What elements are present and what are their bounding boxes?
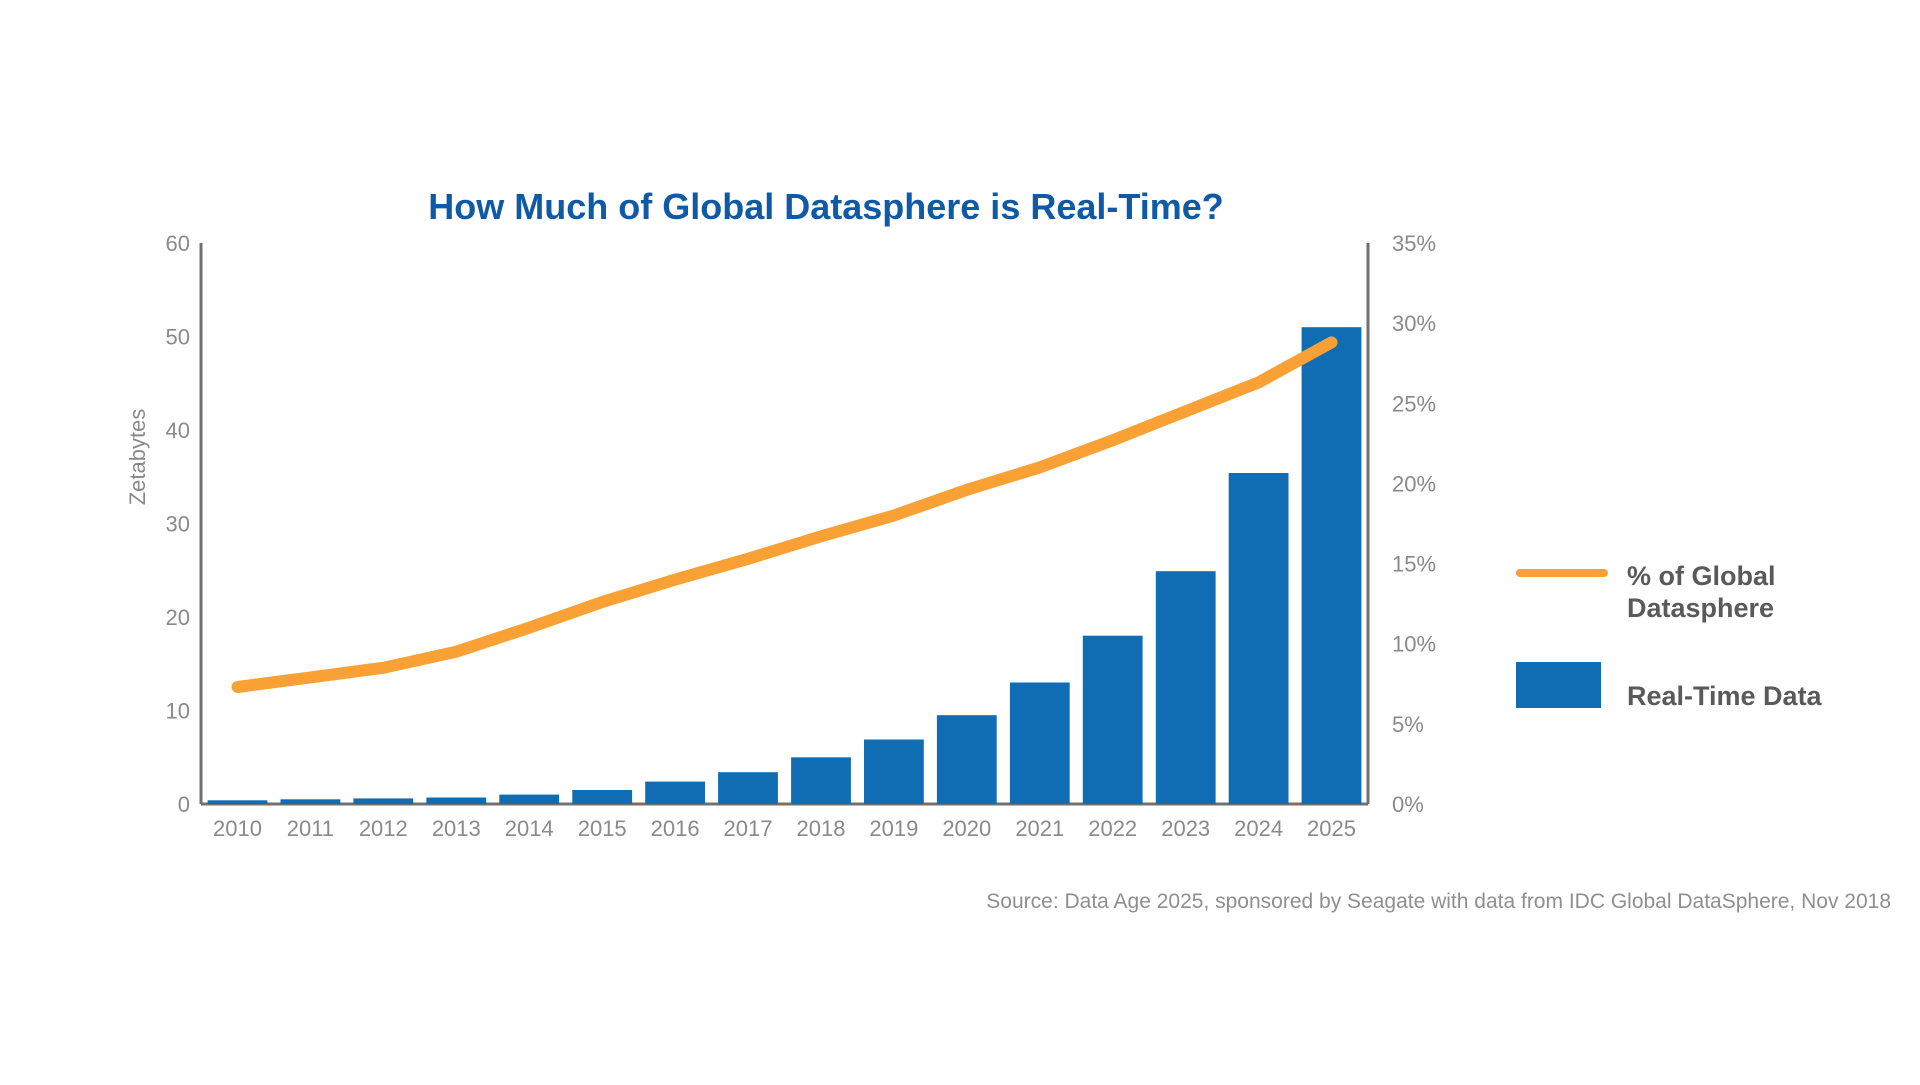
line-point-2019 bbox=[893, 515, 895, 516]
line-point-2010 bbox=[237, 686, 238, 688]
line-point-2022 bbox=[1112, 439, 1114, 441]
x-tick-label-2025: 2025 bbox=[1307, 816, 1356, 841]
y-tick-label-right: 20% bbox=[1392, 471, 1436, 496]
bar-2011 bbox=[280, 799, 341, 804]
line-point-2016 bbox=[674, 579, 676, 581]
bar-2016 bbox=[645, 781, 705, 804]
x-tick-label-2017: 2017 bbox=[724, 816, 773, 841]
x-tick-label-2010: 2010 bbox=[213, 816, 262, 841]
bar-2025 bbox=[1301, 327, 1362, 804]
chart-title: How Much of Global Datasphere is Real-Ti… bbox=[428, 186, 1223, 227]
line-point-2021 bbox=[1039, 466, 1041, 468]
x-tick-label-2014: 2014 bbox=[505, 816, 554, 841]
x-tick-label-2013: 2013 bbox=[432, 816, 481, 841]
x-tick-label-2024: 2024 bbox=[1234, 816, 1283, 841]
line-group bbox=[231, 336, 1338, 693]
x-tick-label-2015: 2015 bbox=[578, 816, 627, 841]
x-tick-label-2018: 2018 bbox=[797, 816, 846, 841]
legend-label-percent: % of Global bbox=[1627, 561, 1776, 591]
y-tick-label-right: 10% bbox=[1392, 632, 1436, 657]
y-tick-label-left: 0 bbox=[178, 792, 190, 817]
x-tick-label-2020: 2020 bbox=[942, 816, 991, 841]
y-tick-label-left: 50 bbox=[166, 325, 190, 350]
y-tick-label-left: 30 bbox=[166, 512, 190, 537]
line-point-2023 bbox=[1185, 410, 1187, 412]
line-point-2017 bbox=[747, 558, 749, 560]
line-point-2014 bbox=[528, 627, 530, 629]
x-tick-label-2019: 2019 bbox=[869, 816, 918, 841]
x-tick-label-2016: 2016 bbox=[651, 816, 700, 841]
bar-2022 bbox=[1082, 635, 1143, 804]
y-tick-label-left: 60 bbox=[166, 231, 190, 256]
bar-2010 bbox=[207, 800, 268, 804]
line-point-2013 bbox=[455, 651, 457, 653]
bars-group bbox=[207, 327, 1362, 805]
bar-2021 bbox=[1009, 682, 1070, 804]
x-tick-label-2021: 2021 bbox=[1015, 816, 1064, 841]
y-tick-label-right: 0% bbox=[1392, 792, 1424, 817]
y-tick-label-right: 15% bbox=[1392, 552, 1436, 577]
line-point-2011 bbox=[309, 676, 311, 678]
bar-2019 bbox=[864, 739, 924, 804]
y-tick-label-right: 5% bbox=[1392, 712, 1424, 737]
legend-bar-swatch bbox=[1516, 662, 1601, 708]
bar-2024 bbox=[1228, 473, 1289, 804]
bar-2013 bbox=[426, 797, 487, 804]
y-tick-label-right: 25% bbox=[1392, 391, 1436, 416]
x-tick-label-2011: 2011 bbox=[287, 816, 334, 841]
legend-label-realtime: Real-Time Data bbox=[1627, 681, 1823, 711]
source-note: Source: Data Age 2025, sponsored by Seag… bbox=[986, 890, 1891, 913]
y-tick-label-left: 10 bbox=[166, 699, 190, 724]
line-percent-of-datasphere bbox=[231, 336, 1338, 693]
bar-2014 bbox=[499, 794, 560, 804]
bar-2015 bbox=[572, 790, 633, 804]
legend-label-percent: Datasphere bbox=[1627, 593, 1774, 623]
x-tick-label-2012: 2012 bbox=[359, 816, 408, 841]
bar-2012 bbox=[353, 798, 414, 804]
y-tick-label-right: 30% bbox=[1392, 311, 1436, 336]
line-point-2020 bbox=[966, 489, 968, 491]
bar-2018 bbox=[791, 757, 851, 805]
labels-group: How Much of Global Datasphere is Real-Ti… bbox=[125, 186, 1891, 913]
y-tick-label-right: 35% bbox=[1392, 231, 1436, 256]
x-tick-label-2022: 2022 bbox=[1088, 816, 1137, 841]
line-point-2012 bbox=[382, 667, 384, 669]
line-point-2025 bbox=[1331, 341, 1332, 343]
bar-2020 bbox=[936, 715, 997, 804]
y-tick-label-left: 40 bbox=[166, 418, 190, 443]
x-tick-label-2023: 2023 bbox=[1161, 816, 1210, 841]
y-axis-title: Zetabytes bbox=[125, 409, 150, 506]
line-point-2018 bbox=[820, 535, 822, 537]
y-tick-label-left: 20 bbox=[166, 605, 190, 630]
bar-2023 bbox=[1155, 571, 1216, 804]
bar-2017 bbox=[718, 772, 778, 804]
line-point-2024 bbox=[1258, 381, 1260, 383]
line-point-2015 bbox=[601, 601, 603, 603]
